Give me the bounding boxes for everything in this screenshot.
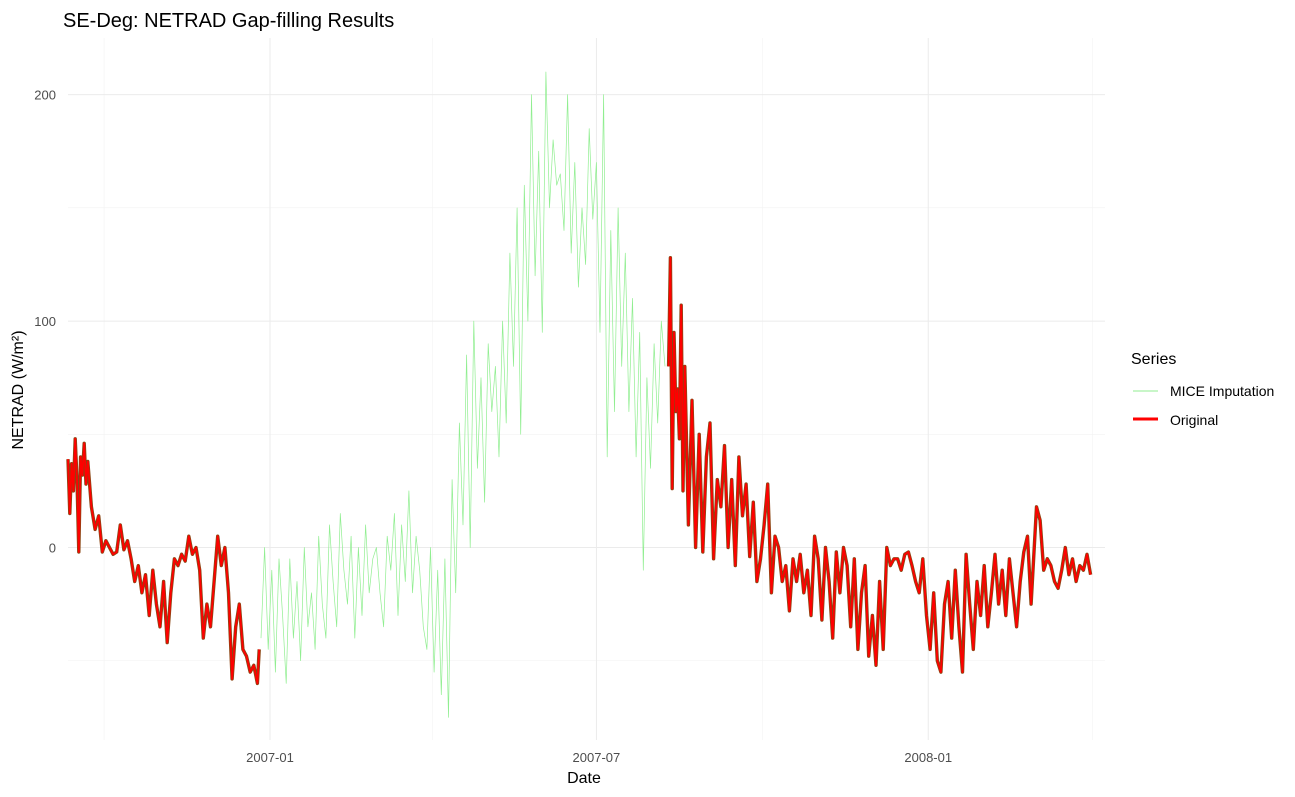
series-outline-original-1 [666,256,1093,674]
series-layer [66,71,1093,718]
x-axis-title: Date [567,770,601,787]
grid-minor [68,38,1105,740]
legend-label-mice: MICE Imputation [1170,383,1274,399]
y-tick-label: 0 [49,541,56,556]
legend-label-original: Original [1170,412,1218,428]
y-axis-title: NETRAD (W/m²) [10,330,27,449]
grid-major [68,38,1105,740]
series-line-original-1 [667,256,1092,673]
series-line-original-0 [67,437,261,685]
chart-title: SE-Deg: NETRAD Gap-filling Results [63,10,394,32]
y-tick-label: 200 [34,88,56,103]
x-tick-label: 2007-01 [246,750,294,765]
legend-title: Series [1131,351,1176,368]
series-line-mice-imputation [260,71,666,718]
x-tick-label: 2008-01 [904,750,952,765]
legend: Series MICE Imputation Original [1131,351,1274,428]
x-tick-label: 2007-07 [573,750,621,765]
y-axis-ticks: 0 100 200 [34,88,56,556]
x-axis-ticks: 2007-01 2007-07 2008-01 [246,750,952,765]
y-tick-label: 100 [34,314,56,329]
